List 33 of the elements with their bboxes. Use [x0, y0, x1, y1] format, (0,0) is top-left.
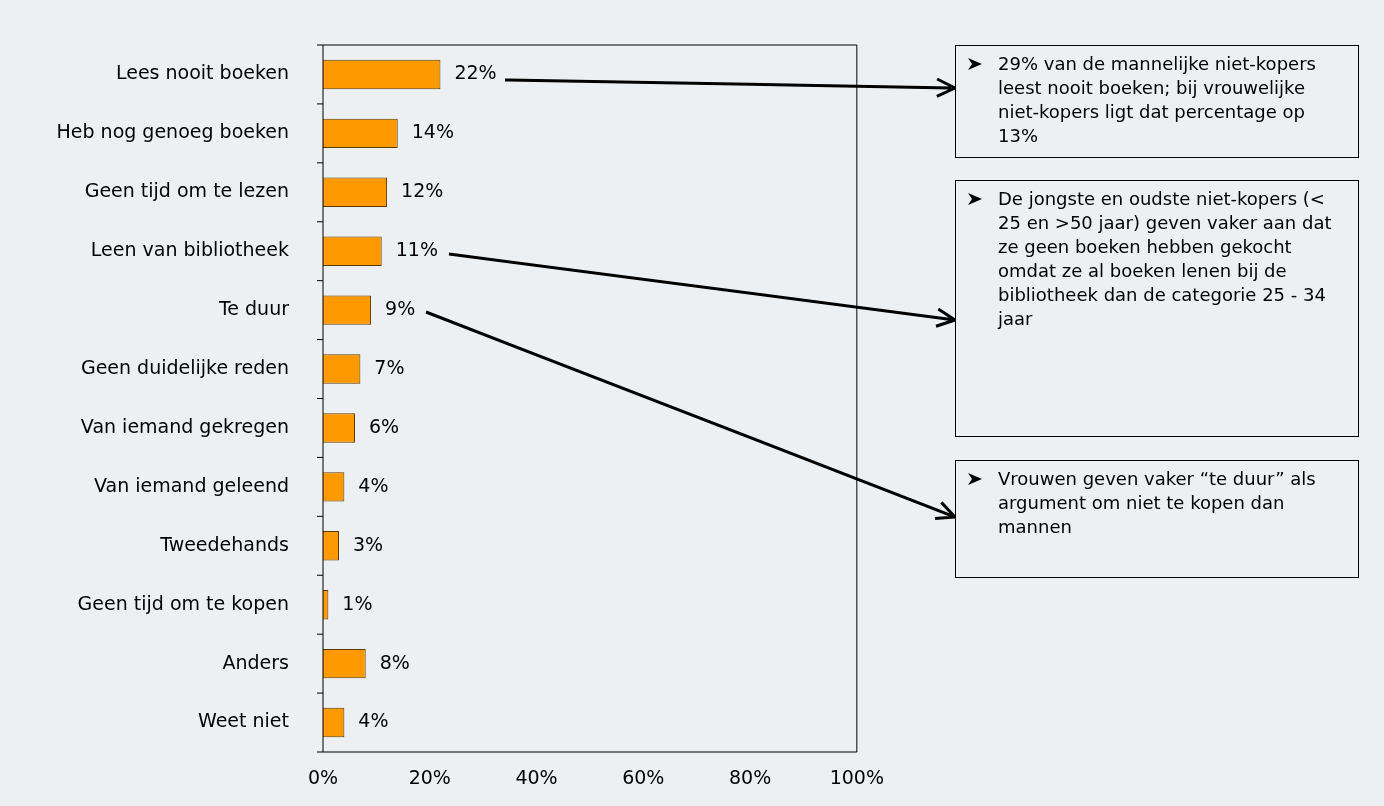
y-tick-label: Tweedehands	[159, 532, 289, 555]
x-tick-label: 0%	[307, 766, 339, 789]
y-tick-label: Van iemand geleend	[93, 473, 289, 496]
y-tick-label: Te duur	[217, 297, 290, 320]
y-tick-label: Geen tijd om te lezen	[84, 179, 289, 202]
x-tick-label: 100%	[829, 766, 884, 789]
y-tick-label: Anders	[222, 650, 289, 673]
text: 29% van de mannelijke niet-kopers leest nooit boeken; bij vrouwelijke niet-kopers ligt dat percentage op 13%	[998, 52, 1317, 148]
y-tick-label: Lees nooit boeken	[115, 61, 289, 84]
data-label: 4%	[358, 473, 389, 496]
data-label: 7%	[374, 355, 405, 378]
y-tick-label: Geen tijd om te kopen	[77, 591, 289, 614]
data-label: 11%	[395, 238, 438, 261]
data-label: 1%	[342, 591, 373, 614]
data-label: 9%	[385, 297, 416, 320]
data-label: 22%	[454, 61, 497, 84]
y-tick-label: Geen duidelijke reden	[80, 355, 289, 378]
y-tick-label: Weet niet	[197, 709, 289, 732]
y-tick-label: Leen van bibliotheek	[90, 238, 289, 261]
data-label: 8%	[379, 650, 410, 673]
data-label: 3%	[353, 532, 384, 555]
y-tick-label: Van iemand gekregen	[80, 414, 289, 437]
data-label: 4%	[358, 709, 389, 732]
text: De jongste en oudste niet-kopers (< 25 en >50 jaar) geven vaker aan dat ze geen boeken hebben gekocht omdat ze al boeken lenen bij de bibliotheek dan de categorie 25 - 34 jaar	[998, 187, 1333, 331]
data-label: 6%	[369, 414, 400, 437]
text: Vrouwen geven vaker “te duur” als argument om niet te kopen dan mannen	[998, 467, 1317, 539]
x-tick-label: 20%	[408, 766, 451, 789]
x-tick-label: 80%	[728, 766, 772, 789]
x-tick-label: 60%	[622, 766, 665, 789]
x-tick-label: 40%	[515, 766, 558, 789]
data-label: 12%	[401, 179, 444, 202]
data-label: 14%	[411, 120, 454, 143]
y-tick-label: Heb nog genoeg boeken	[56, 120, 289, 143]
